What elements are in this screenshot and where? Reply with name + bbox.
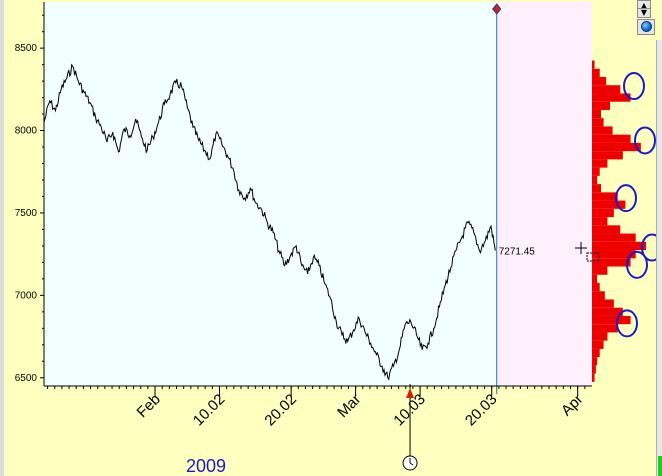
status-indicator bbox=[658, 456, 662, 476]
highlight-ellipse bbox=[641, 233, 662, 262]
volume-profile-bar bbox=[592, 282, 600, 292]
y-tick-label: 6500 bbox=[15, 373, 38, 384]
volume-profile-bar bbox=[592, 85, 621, 94]
volume-profile-bar bbox=[592, 175, 598, 185]
volume-profile-bar bbox=[592, 258, 631, 267]
volume-profile-bar bbox=[592, 357, 598, 366]
highlight-ellipse bbox=[626, 250, 648, 279]
volume-profile-bar bbox=[592, 274, 598, 283]
date-marker-arrow-icon bbox=[406, 388, 415, 398]
volume-profile-bar bbox=[592, 126, 613, 135]
y-tick-label: 8000 bbox=[15, 126, 38, 137]
vertical-scrollbar[interactable] bbox=[656, 40, 662, 476]
y-tick-label: 8500 bbox=[15, 43, 38, 54]
y-tick-label: 7500 bbox=[15, 208, 38, 219]
volume-profile-bar bbox=[592, 340, 604, 349]
volume-profile-bar bbox=[592, 134, 631, 143]
x-tick-label: 20.03 bbox=[462, 391, 501, 430]
globe-icon bbox=[640, 21, 652, 32]
clock-icon[interactable] bbox=[402, 455, 418, 471]
scroll-up-icon: ▲ bbox=[640, 1, 648, 10]
volume-profile-bar bbox=[592, 299, 614, 308]
volume-profile-bar bbox=[592, 348, 600, 358]
volume-profile-bar bbox=[592, 101, 610, 110]
volume-profile-bar bbox=[592, 266, 608, 275]
volume-profile-bar bbox=[592, 167, 600, 176]
volume-profile-bar bbox=[592, 250, 636, 259]
scroll-down-button[interactable]: ▼ bbox=[637, 8, 651, 18]
future-zone bbox=[496, 2, 592, 386]
highlight-ellipse bbox=[623, 72, 645, 101]
volume-profile-bar bbox=[592, 118, 604, 127]
x-axis: Feb 10.02 20.02 Mar 10.03 20.03 Apr bbox=[47, 386, 587, 430]
cursor-diamond-marker[interactable] bbox=[492, 3, 502, 15]
volume-profile-bar bbox=[592, 365, 596, 374]
volume-profile-bar bbox=[592, 332, 608, 341]
volume-profile-bar bbox=[592, 373, 595, 382]
last-price-label: 7271.45 bbox=[499, 247, 536, 258]
x-tick-label: 20.02 bbox=[261, 391, 300, 430]
volume-profile-bar bbox=[592, 324, 618, 333]
volume-profile-bar bbox=[592, 159, 608, 168]
volume-profile-bar bbox=[592, 241, 646, 251]
volume-profile-bar bbox=[592, 307, 623, 316]
volume-highlight-ellipses bbox=[615, 72, 662, 338]
volume-profile-bar bbox=[592, 192, 618, 201]
volume-profile-bar bbox=[592, 217, 608, 226]
year-label: 2009 bbox=[186, 456, 226, 476]
volume-profile-bar bbox=[592, 291, 605, 300]
x-tick-label: Feb bbox=[134, 391, 164, 421]
volume-profile-bar bbox=[592, 76, 607, 86]
volume-profile-bar bbox=[592, 200, 626, 209]
globe-button[interactable] bbox=[637, 19, 655, 35]
y-tick-label: 7000 bbox=[15, 290, 38, 301]
x-tick-label: Apr bbox=[558, 391, 587, 420]
volume-profile-bar bbox=[592, 142, 641, 152]
volume-profile-bar bbox=[592, 68, 600, 77]
left-scroll-edge bbox=[0, 0, 4, 476]
volume-profile-bar bbox=[592, 208, 614, 218]
x-tick-label: 10.02 bbox=[190, 391, 229, 430]
volume-profile-bar bbox=[592, 233, 636, 242]
price-series-line bbox=[43, 63, 496, 381]
volume-profile-bar bbox=[592, 315, 631, 325]
crosshair-icon bbox=[575, 242, 600, 262]
x-tick-label: Mar bbox=[334, 391, 364, 421]
volume-profile-bar bbox=[592, 225, 621, 234]
volume-profile-bar bbox=[592, 93, 631, 102]
volume-profile-bar bbox=[592, 109, 601, 119]
highlight-ellipse bbox=[615, 184, 637, 213]
highlight-ellipse bbox=[634, 126, 656, 155]
y-axis: 8500 8000 7500 7000 6500 bbox=[15, 14, 44, 384]
volume-profile-bar bbox=[592, 184, 601, 193]
volume-profile-bar bbox=[592, 151, 623, 160]
volume-profile-bar bbox=[592, 60, 595, 69]
volume-profile bbox=[592, 60, 646, 382]
plot-area[interactable] bbox=[44, 2, 497, 386]
scroll-down-icon: ▼ bbox=[640, 8, 648, 17]
highlight-ellipse bbox=[616, 309, 638, 338]
